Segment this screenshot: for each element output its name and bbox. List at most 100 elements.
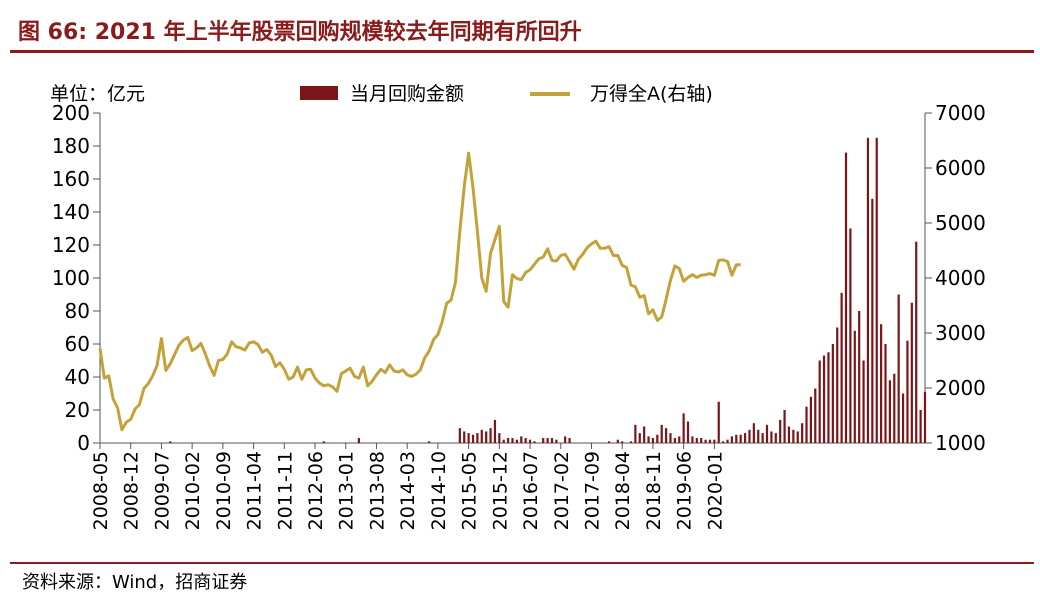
bar-monthly-buyback [827,352,830,443]
bar-monthly-buyback [783,410,786,443]
x-axis-tick-label: 2008-12 [121,451,143,530]
bar-monthly-buyback [493,419,497,443]
x-axis-tick-label: 2009-07 [151,451,173,530]
bar-monthly-buyback [814,388,817,443]
x-axis-tick-label: 2008-05 [90,451,112,530]
bar-monthly-buyback [818,360,821,443]
left-axis-tick-label: 200 [52,101,90,125]
bar-monthly-buyback [866,137,870,443]
bar-monthly-buyback [858,311,861,443]
bar-monthly-buyback [476,433,479,443]
bar-monthly-buyback [726,439,729,443]
bar-monthly-buyback [871,198,874,443]
bars-layer [169,137,927,443]
bar-monthly-buyback [542,438,545,443]
bar-monthly-buyback [836,327,839,443]
bar-monthly-buyback [634,424,637,443]
x-axis-tick-label: 2018-04 [612,451,634,530]
bar-monthly-buyback [691,436,694,443]
right-axis-tick-label: 1000 [935,431,986,455]
bar-monthly-buyback [458,428,461,443]
bar-monthly-buyback [704,439,707,443]
title-divider [10,50,1034,53]
bar-monthly-buyback [700,438,703,443]
legend-bar-swatch [300,86,338,100]
bar-monthly-buyback [713,439,716,443]
bar-monthly-buyback [893,373,896,443]
bar-monthly-buyback [910,302,913,443]
bar-monthly-buyback [884,344,887,443]
bar-monthly-buyback [923,391,927,443]
bar-monthly-buyback [638,433,641,443]
right-axis-tick-label: 6000 [935,156,986,180]
bar-monthly-buyback [528,439,532,443]
bar-monthly-buyback [880,324,883,443]
bar-monthly-buyback [629,441,633,443]
right-axis-tick-label: 4000 [935,266,986,290]
bar-monthly-buyback [809,396,812,443]
x-axis-tick-label: 2010-02 [182,451,204,530]
bar-monthly-buyback [656,434,659,443]
bar-monthly-buyback [770,431,773,443]
bar-monthly-buyback [686,421,690,443]
bar-monthly-buyback [533,441,536,443]
bar-monthly-buyback [546,438,549,443]
bar-monthly-buyback [669,433,672,443]
bar-monthly-buyback [647,436,650,443]
left-axis-tick-label: 140 [52,200,90,224]
x-axis-tick-label: 2016-07 [520,451,542,530]
bar-monthly-buyback [520,436,523,443]
bar-monthly-buyback [765,424,769,443]
bar-monthly-buyback [643,426,646,443]
bar-monthly-buyback [695,438,698,443]
bar-monthly-buyback [664,428,668,443]
right-axis-tick-label: 3000 [935,321,986,345]
bar-monthly-buyback [489,428,492,443]
bar-monthly-buyback [853,330,856,443]
bar-monthly-buyback [322,441,325,443]
bar-monthly-buyback [717,401,720,443]
x-axis-tick-label: 2011-11 [274,451,296,530]
bar-monthly-buyback [739,434,742,443]
left-axis-tick-label: 0 [77,431,90,455]
bar-monthly-buyback [660,424,663,443]
x-axis-tick-label: 2013-08 [366,451,388,530]
source-divider [10,562,1034,564]
line-wind-all-a [98,151,741,432]
bar-monthly-buyback [555,439,558,443]
bar-monthly-buyback [779,419,782,443]
bar-monthly-buyback [480,429,483,443]
x-axis-tick-label: 2017-09 [581,451,603,530]
left-axis-tick-label: 40 [65,365,90,389]
bar-monthly-buyback [735,434,738,443]
bar-monthly-buyback [774,433,777,443]
bar-monthly-buyback [849,228,852,443]
figure-title: 图 66: 2021 年上半年股票回购规模较去年同期有所回升 [18,20,582,45]
bar-monthly-buyback [897,294,900,443]
bar-monthly-buyback [682,413,685,443]
left-axis-tick-label: 180 [52,134,90,158]
bar-monthly-buyback [471,434,475,443]
x-axis-tick-label: 2019-06 [674,451,696,530]
axes-layer: 0 20 40 60 80 100 120 140 160 180 200 1000 2000 3000 4… [52,101,986,530]
x-axis-tick-label: 2015-05 [459,451,481,530]
bar-monthly-buyback [621,441,624,443]
bar-monthly-buyback [748,429,751,443]
bar-monthly-buyback [801,423,804,443]
legend-line-label: 万得全A(右轴) [590,83,713,105]
x-axis-tick-label: 2018-11 [643,451,665,530]
x-axis-tick-label: 2011-04 [244,451,266,530]
bar-monthly-buyback [752,423,755,443]
bar-monthly-buyback [673,438,676,443]
bar-monthly-buyback [805,406,808,443]
bar-monthly-buyback [498,433,501,443]
legend-bar-label: 当月回购金额 [350,83,464,105]
bar-monthly-buyback [761,433,764,443]
right-axis-tick-label: 7000 [935,101,986,125]
bar-monthly-buyback [607,441,611,443]
line-layer [98,151,741,432]
source-note: 资料来源：Wind，招商证券 [22,572,248,593]
bar-monthly-buyback [743,433,747,443]
bar-monthly-buyback [169,441,172,443]
bar-monthly-buyback [844,152,848,443]
